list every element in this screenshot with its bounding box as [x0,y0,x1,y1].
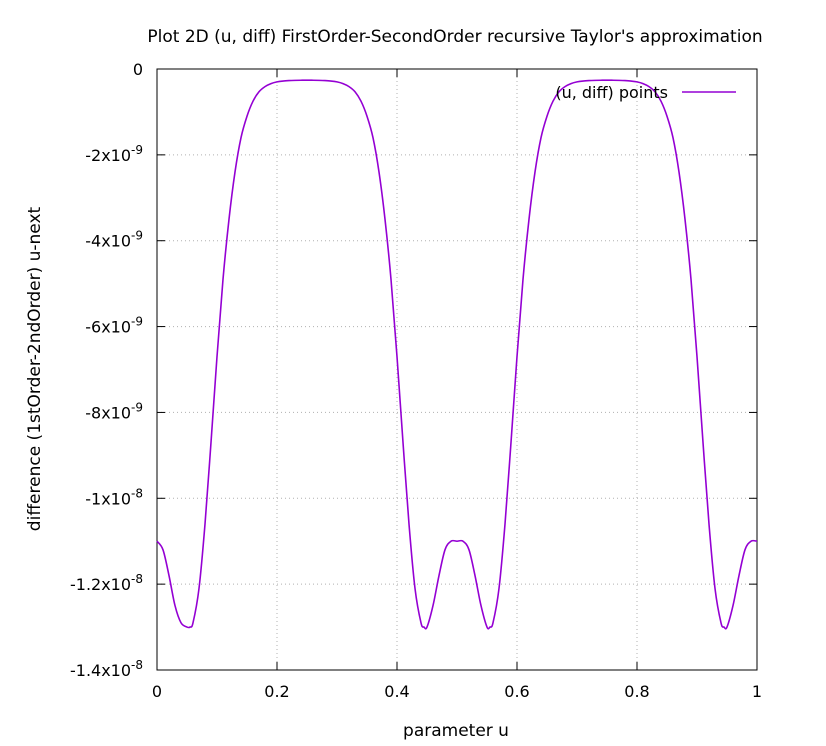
y-tick-exponent: -9 [131,315,143,329]
y-tick-exponent: -8 [131,572,143,586]
x-tick-label: 0.4 [384,682,409,701]
series-line [156,79,758,630]
y-tick-exponent: -8 [131,658,143,672]
y-tick-label: -4x10-9 [85,229,143,251]
y-tick-exponent: -9 [131,143,143,157]
y-tick-mantissa: -4x10 [85,232,131,251]
y-tick-mantissa: -2x10 [85,146,131,165]
y-tick-mantissa: 0 [133,60,143,79]
legend-label: (u, diff) points [555,83,668,102]
plot-border [156,68,758,671]
y-tick-label: -6x10-9 [85,315,143,337]
y-tick-label: -8x10-9 [85,400,143,422]
y-tick-mantissa: -8x10 [85,403,131,422]
y-tick-mantissa: -1.4x10 [70,661,131,680]
x-tick-label: 0 [152,682,162,701]
y-tick-exponent: -9 [131,400,143,414]
y-tick-label: -1x10-8 [85,486,143,508]
y-tick-mantissa: -1.2x10 [70,575,131,594]
y-tick-label: -1.2x10-8 [70,572,143,594]
chart-title: Plot 2D (u, diff) FirstOrder-SecondOrder… [147,27,762,47]
y-tick-mantissa: -1x10 [85,489,131,508]
axes: 0 0.2 0.4 0.6 0.8 10-2x10-9-4x10-9-6x10-9-8x1… [70,60,762,701]
legend: (u, diff) points [555,83,736,102]
x-tick-label: 0.6 [504,682,529,701]
y-axis-label: difference (1stOrder-2ndOrder) u-next [25,206,45,531]
x-tick-label: 0.2 [264,682,289,701]
y-tick-exponent: -9 [131,229,143,243]
y-tick-exponent: -8 [131,486,143,500]
y-tick-label: -2x10-9 [85,143,143,165]
y-tick-label: -1.4x10-8 [70,658,143,680]
x-tick-label: 0.8 [624,682,649,701]
series-layer [156,79,758,630]
x-tick-label: 1 [752,682,762,701]
grid [157,69,757,670]
y-tick-mantissa: -6x10 [85,318,131,337]
y-tick-label: 0 [133,60,143,79]
x-axis-label: parameter u [403,721,509,741]
